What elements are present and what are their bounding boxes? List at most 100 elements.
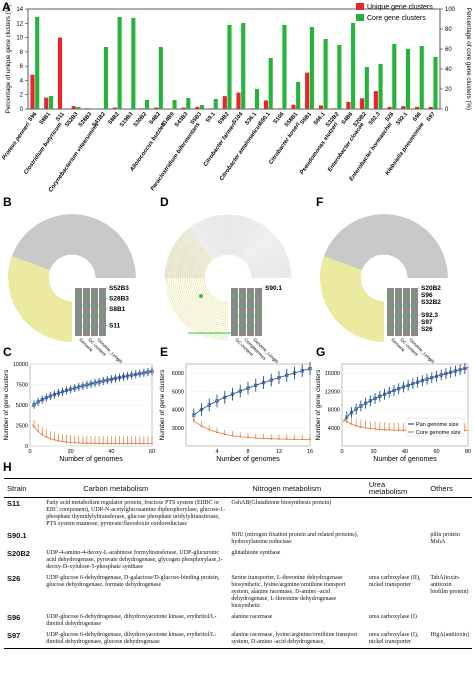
ring-gray-band [32, 238, 112, 279]
row-carbon: Fatty acid metabolism regulator protein,… [46, 500, 226, 527]
pan-box [401, 385, 406, 389]
legend-label-unique: Unique gene clusters [367, 4, 433, 11]
ring-gray-band [10, 216, 134, 279]
ring-gray-band [323, 217, 445, 279]
ring-gray-band [187, 237, 269, 279]
panel-h-label: H [3, 460, 12, 474]
ring-gray-band [327, 221, 441, 279]
ring-gray-band [333, 227, 435, 279]
ring-yellow-band [351, 266, 385, 311]
left-y-axis: 0 2 4 6 8 10 12 14 [16, 7, 28, 113]
x-tick-label: 40 [108, 449, 114, 455]
ring-gray-band [330, 224, 438, 279]
ring-gray-band [349, 243, 419, 279]
panel-d-label: D [160, 195, 169, 209]
ring-yellow-band [328, 258, 385, 334]
core-bar [158, 47, 163, 109]
ring-inner-edge [47, 277, 73, 303]
row-nitrogen: Serine transporter, L-threonine dehydrog… [231, 575, 346, 609]
ring-yellow-band [31, 264, 73, 319]
ring-gray-band [334, 228, 434, 279]
y-axis-title: Number of gene clusters [315, 369, 322, 441]
plot-frame [185, 363, 311, 447]
ring-gray-band [341, 235, 427, 279]
unique-bar [140, 108, 145, 109]
ring-gray-band [43, 249, 101, 279]
ring-gray-band [332, 226, 436, 279]
ring-gray-band [191, 241, 265, 279]
ring-yellow-band [45, 268, 73, 305]
x-tick-label: 20 [68, 449, 74, 455]
ring-yellow-band [187, 246, 229, 319]
ring-yellow-band [180, 240, 229, 326]
ring-gray-band [359, 253, 409, 279]
row-nitrogen: NifU (nitrogen fixation protein and rela… [231, 532, 359, 545]
ring-gray-band [169, 219, 287, 279]
row-carbon [43, 530, 228, 548]
y-tick-label: 8000 [328, 408, 340, 414]
ring-gray-band [46, 252, 98, 279]
strain-highlight-label: S90.1 [265, 285, 282, 292]
layer-column [239, 288, 246, 336]
ring-gray-band [31, 237, 113, 279]
ring-yellow-band [198, 254, 229, 308]
y-tick-label: 16000 [325, 371, 340, 377]
ring-gray-band [22, 228, 122, 279]
core-bar [145, 100, 150, 109]
ring-yellow-band [327, 258, 385, 335]
pan-box [254, 383, 258, 387]
ring-yellow-band [15, 258, 73, 335]
strain-tick-label: S30B2 [133, 111, 149, 128]
ring-yellow-band [349, 266, 385, 313]
panel-f-label: F [316, 195, 323, 209]
ring-gray-band [320, 214, 448, 279]
ring-gray-band [197, 247, 259, 279]
ring-yellow-band [40, 267, 73, 310]
ring-yellow-band [28, 262, 73, 322]
ring-gray-band [346, 240, 422, 279]
ring-gray-band [348, 242, 420, 279]
ring-gray-band [177, 227, 279, 279]
x-axis-title: Number of genomes [59, 456, 123, 463]
core-bar [117, 17, 122, 109]
row-nitrogen: glutathione synthase [231, 550, 281, 556]
ring-gray-band [352, 246, 416, 279]
ring-gray-band [36, 242, 108, 279]
ring-yellow-band [353, 267, 385, 309]
ring-gray-band [18, 224, 126, 279]
layer-column [403, 288, 410, 336]
ring-gray-band [321, 215, 447, 279]
ring-gray-band [27, 233, 117, 279]
legend-pan-label: Pan genome size [416, 422, 459, 428]
pan-box [382, 392, 387, 396]
ring-gray-band [45, 251, 99, 279]
ring-gray-band [29, 235, 115, 279]
x-tick-label: 0 [340, 449, 343, 455]
ring-gray-band [24, 230, 120, 279]
ring-gray-band [10, 216, 134, 279]
core-bar [296, 82, 301, 109]
y-tick-label: 4000 [172, 408, 184, 414]
ring-yellow-band [165, 229, 229, 341]
strain-tick-label: S28B3 [78, 111, 94, 128]
ring-yellow-band [32, 264, 73, 318]
ring-yellow-band [341, 263, 385, 321]
panel-g-label: G [316, 345, 325, 359]
legend-swatch-core [356, 14, 364, 21]
strain-tick-label: S96 [412, 111, 423, 122]
ring-yellow-band [178, 239, 229, 328]
ring-yellow-band [336, 261, 385, 326]
pan-box [36, 400, 40, 404]
left-tick-label: 8 [20, 50, 24, 56]
core-bar [48, 96, 54, 109]
ring-yellow-band [322, 256, 385, 340]
ring-gray-band [176, 226, 280, 279]
ring-gray-band [21, 227, 123, 279]
pan-box [392, 388, 396, 393]
ring-yellow-band [332, 260, 385, 330]
pangenome-ring-f: S20B2S96S32B2S92.3S97S26GenomeGC-content… [320, 214, 448, 365]
pan-box [373, 396, 377, 401]
row-others [427, 498, 472, 531]
row-others [427, 612, 472, 630]
